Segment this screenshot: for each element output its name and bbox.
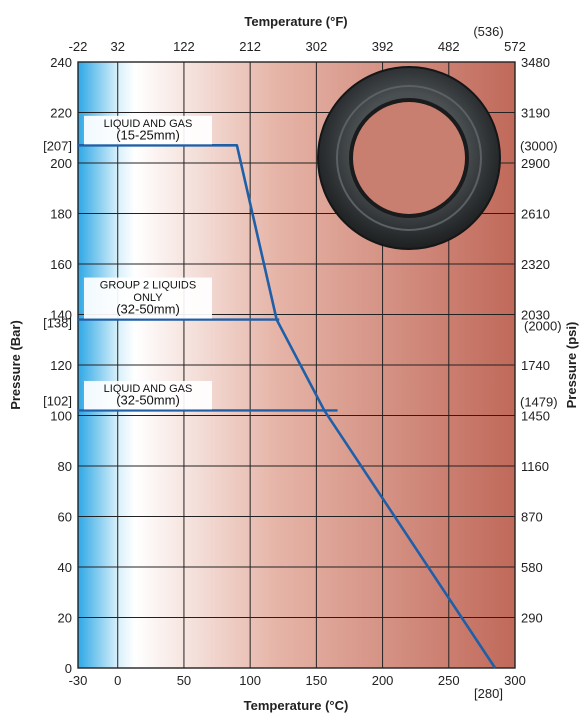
right-tick-label: 2900: [521, 156, 550, 171]
segment-label-text: LIQUID AND GAS: [104, 383, 193, 395]
top-tick-label: 572: [504, 39, 526, 54]
top-extra-label: (536): [473, 24, 503, 39]
x-tick-label: 300: [504, 673, 526, 688]
segment-label-text: (15-25mm): [116, 127, 180, 142]
top-axis-title: Temperature (°F): [244, 14, 347, 29]
y-tick-label: 120: [50, 358, 72, 373]
segment-label-box: [84, 115, 212, 145]
bottom-axis-title: Temperature (°C): [244, 698, 349, 713]
y-tick-label: 60: [58, 510, 72, 525]
left-extra-label: [102]: [43, 393, 72, 408]
segment-label-text: GROUP 2 LIQUIDS: [100, 280, 196, 292]
right-tick-label: 2320: [521, 257, 550, 272]
right-tick-label: 3480: [521, 55, 550, 70]
left-extra-label: [207]: [43, 138, 72, 153]
segment-label-box: [84, 277, 212, 319]
right-tick-label: 870: [521, 510, 543, 525]
x-tick-label: -30: [69, 673, 88, 688]
y-tick-label: 20: [58, 611, 72, 626]
x-tick-label: 100: [239, 673, 261, 688]
segment-label-box: [84, 380, 212, 410]
right-extra-label: (2000): [524, 319, 562, 334]
top-tick-label: 32: [110, 39, 124, 54]
y-tick-label: 220: [50, 106, 72, 121]
annotation-labels: (3000) (2000) (1479) [207] [138] [102] [280]: [43, 138, 562, 701]
bottom-extra-label: [280]: [474, 686, 503, 701]
right-tick-label: 2030: [521, 308, 550, 323]
segment-labels: LIQUID AND GAS(15-25mm)GROUP 2 LIQUIDSON…: [84, 115, 212, 410]
y-tick-label: 80: [58, 459, 72, 474]
left-extra-label: [138]: [43, 316, 72, 331]
y-tick-label: 180: [50, 207, 72, 222]
top-tick-label: 122: [173, 39, 195, 54]
plot-frame: [77, 61, 516, 669]
top-tick-label: 302: [306, 39, 328, 54]
top-tick-label: 212: [239, 39, 261, 54]
y-tick-label: 0: [65, 661, 72, 676]
right-extra-label: (1479): [520, 394, 558, 409]
right-tick-label: 1160: [521, 459, 549, 474]
right-axis-title: Pressure (psi): [564, 322, 579, 409]
y-tick-label: 100: [50, 409, 72, 424]
x-tick-label: 150: [306, 673, 328, 688]
segment-label-text: LIQUID AND GAS: [104, 118, 193, 130]
y-tick-label: 240: [50, 55, 72, 70]
gasket-image: [317, 66, 501, 250]
right-tick-label: 580: [521, 560, 543, 575]
left-axis-title: Pressure (Bar): [8, 320, 23, 410]
y-tick-label: 140: [50, 308, 72, 323]
x-tick-label: 0: [114, 673, 121, 688]
top-tick-label: -22: [69, 39, 88, 54]
segment-label-text: ONLY: [133, 292, 163, 304]
segment-label-text: (32-50mm): [116, 392, 180, 407]
x-tick-label: 50: [177, 673, 191, 688]
right-tick-label: 3190: [521, 106, 550, 121]
x-tick-label: 200: [372, 673, 394, 688]
top-tick-label: 482: [438, 39, 460, 54]
y-tick-label: 40: [58, 560, 72, 575]
segment-label-text: (32-50mm): [116, 302, 180, 317]
grid-lines: [78, 62, 515, 668]
pressure-curves: [78, 144, 497, 669]
y-tick-label: 200: [50, 156, 72, 171]
axis-tick-labels: -30 0 50 100 150 200 250 3000204060801001201401…: [50, 24, 550, 688]
x-tick-label: 250: [438, 673, 460, 688]
right-tick-label: 1450: [521, 409, 550, 424]
right-tick-label: 2610: [521, 207, 550, 222]
right-extra-label: (3000): [520, 138, 558, 153]
right-tick-label: 1740: [521, 358, 550, 373]
top-tick-label: 392: [372, 39, 394, 54]
y-tick-label: 160: [50, 257, 72, 272]
right-tick-label: 290: [521, 611, 543, 626]
